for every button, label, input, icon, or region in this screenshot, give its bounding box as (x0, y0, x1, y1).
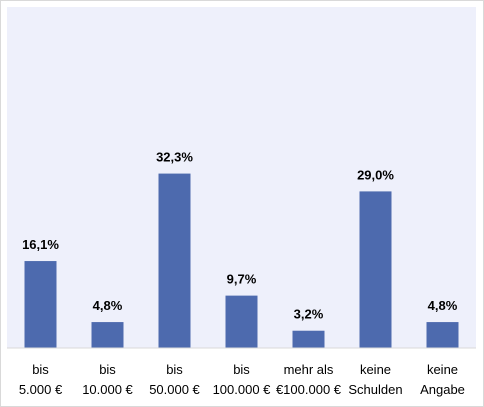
x-tick-label-5-line-0: keine (360, 362, 391, 377)
bar-6 (426, 322, 459, 348)
x-tick-label-0-line-1: 5.000 € (19, 382, 63, 397)
x-tick-label-6-line-1: Angabe (420, 382, 465, 397)
data-label-0: 16,1% (22, 237, 59, 252)
x-tick-label-1-line-0: bis (99, 362, 116, 377)
data-label-3: 9,7% (227, 272, 257, 287)
x-tick-label-1-line-1: 10.000 € (82, 382, 133, 397)
x-tick-label-3-line-0: bis (233, 362, 250, 377)
x-tick-label-3-line-1: 100.000 € (213, 382, 272, 397)
x-tick-label-0-line-0: bis (32, 362, 49, 377)
data-label-6: 4,8% (428, 298, 458, 313)
bar-0 (24, 261, 57, 348)
x-tick-label-2-line-0: bis (166, 362, 183, 377)
x-tick-labels: bis 5.000 € bis 10.000 € bis 50.000 € bis 100.0… (19, 362, 465, 397)
bar-5 (359, 191, 392, 348)
data-label-5: 29,0% (357, 167, 394, 182)
x-tick-label-6-line-0: keine (427, 362, 458, 377)
bars (24, 173, 459, 348)
x-tick-label-4-line-0: mehr als (284, 362, 334, 377)
data-labels: 16,1% 4,8% 32,3% 9,7% 3,2% 29,0% 4,8% (22, 150, 458, 322)
x-tick-label-5-line-1: Schulden (348, 382, 402, 397)
data-label-1: 4,8% (93, 298, 123, 313)
bar-1 (91, 322, 124, 348)
bar-4 (292, 330, 325, 348)
x-tick-label-2-line-1: 50.000 € (149, 382, 200, 397)
bar-3 (225, 295, 258, 348)
x-tick-label-4-line-1: €100.000 € (276, 382, 342, 397)
bar-2 (158, 173, 191, 348)
data-label-4: 3,2% (294, 307, 324, 322)
plot-area (7, 7, 476, 348)
data-label-2: 32,3% (156, 150, 193, 165)
